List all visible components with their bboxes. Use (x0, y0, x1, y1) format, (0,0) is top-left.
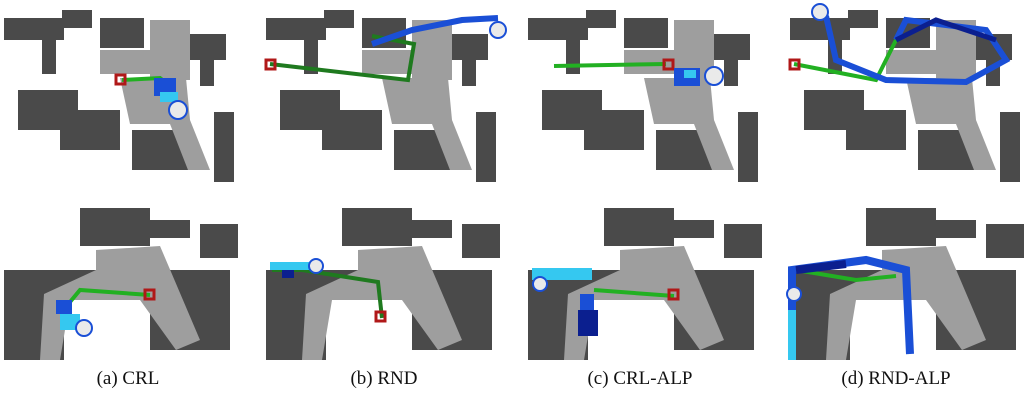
goal-marker (786, 286, 802, 302)
goal-marker (168, 100, 188, 120)
agent-trajectory (56, 300, 80, 330)
map-top-rnd-svg (264, 10, 507, 182)
map-bottom-rnd-svg (266, 208, 500, 360)
map-bottom-rnd-alp-svg (786, 208, 1024, 360)
agent-trajectory-dark (894, 17, 997, 43)
green-path (68, 287, 151, 304)
light-floor (564, 246, 724, 360)
map-bottom-rnd (262, 190, 510, 380)
start-marker (374, 310, 387, 323)
goal-marker (489, 21, 507, 39)
map-bottom-crl-alp (524, 190, 772, 380)
green-path (795, 268, 897, 283)
agent-trajectory (674, 68, 700, 86)
green-path (793, 39, 898, 83)
map-top-rnd-alp (786, 0, 1024, 190)
map-bottom-crl (0, 190, 248, 380)
dark-walls (528, 10, 758, 182)
caption-rnd-alp: (d) RND-ALP (841, 368, 951, 389)
goal-marker (308, 258, 324, 274)
agent-trajectory (532, 268, 598, 336)
map-top-crl-alp-svg (528, 10, 758, 182)
light-floor (40, 246, 200, 360)
light-floor (302, 246, 462, 360)
green-path (593, 288, 675, 298)
start-marker (264, 58, 277, 71)
map-bottom-crl-alp-svg (528, 208, 762, 360)
agent-trajectory (823, 15, 1011, 86)
map-top-crl (0, 0, 248, 190)
map-top-rnd-alp-svg (788, 3, 1020, 182)
map-top-crl-svg (4, 10, 234, 182)
goal-marker (811, 3, 829, 21)
map-top-rnd (262, 0, 510, 190)
light-floor (100, 20, 210, 170)
goal-marker (532, 276, 548, 292)
goal-marker (75, 319, 93, 337)
agent-trajectory (154, 78, 178, 102)
start-marker (143, 288, 156, 301)
agent-trajectory (270, 262, 310, 278)
start-marker (114, 73, 127, 86)
green-path (553, 62, 667, 68)
caption-rnd: (b) RND (350, 368, 418, 389)
green-path (269, 34, 417, 83)
caption-crl-alp: (c) CRL-ALP (587, 368, 693, 389)
light-floor (826, 246, 986, 360)
goal-marker (704, 66, 724, 86)
dark-walls (4, 10, 234, 182)
agent-trajectory (371, 15, 499, 47)
start-marker (667, 288, 680, 301)
map-top-crl-alp (524, 0, 772, 190)
map-bottom-rnd-alp (786, 190, 1024, 380)
map-bottom-crl-svg (4, 208, 238, 360)
caption-crl: (a) CRL (96, 368, 160, 389)
start-marker (788, 58, 801, 71)
start-marker (662, 58, 675, 71)
